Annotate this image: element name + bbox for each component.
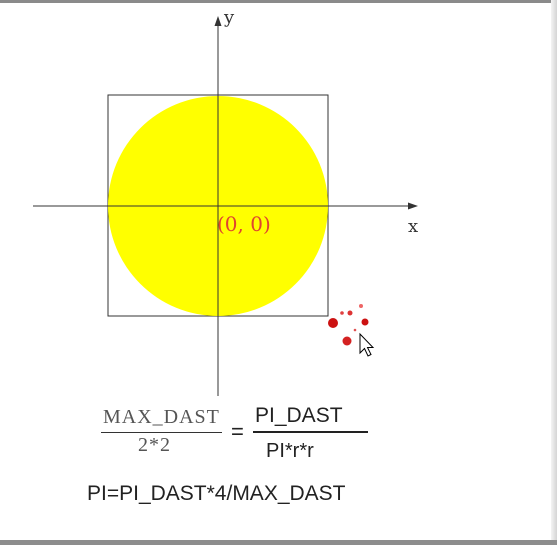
arrow-cursor-icon [359,332,375,357]
loading-spinner-icon [328,304,369,346]
y-axis-label: y [223,7,235,28]
right-fraction-denominator: PI*r*r [266,440,314,462]
left-fraction-denominator: 2*2 [138,434,171,456]
left-fraction-numerator: MAX_DAST [103,406,220,428]
right-fraction-numerator: PI_DAST [255,404,343,427]
x-axis-label: x [408,216,418,237]
y-axis-arrow-icon [214,16,222,26]
pi-formula: PI=PI_DAST*4/MAX_DAST [87,482,346,505]
origin-label: (0, 0) [217,212,271,236]
right-fraction-bar [253,431,368,433]
equals-sign: = [231,419,244,444]
bottom-border [0,540,557,545]
left-fraction-bar [101,432,222,433]
right-scroll-edge [551,0,557,545]
top-border [0,0,557,3]
x-axis-arrow-icon [408,202,418,210]
